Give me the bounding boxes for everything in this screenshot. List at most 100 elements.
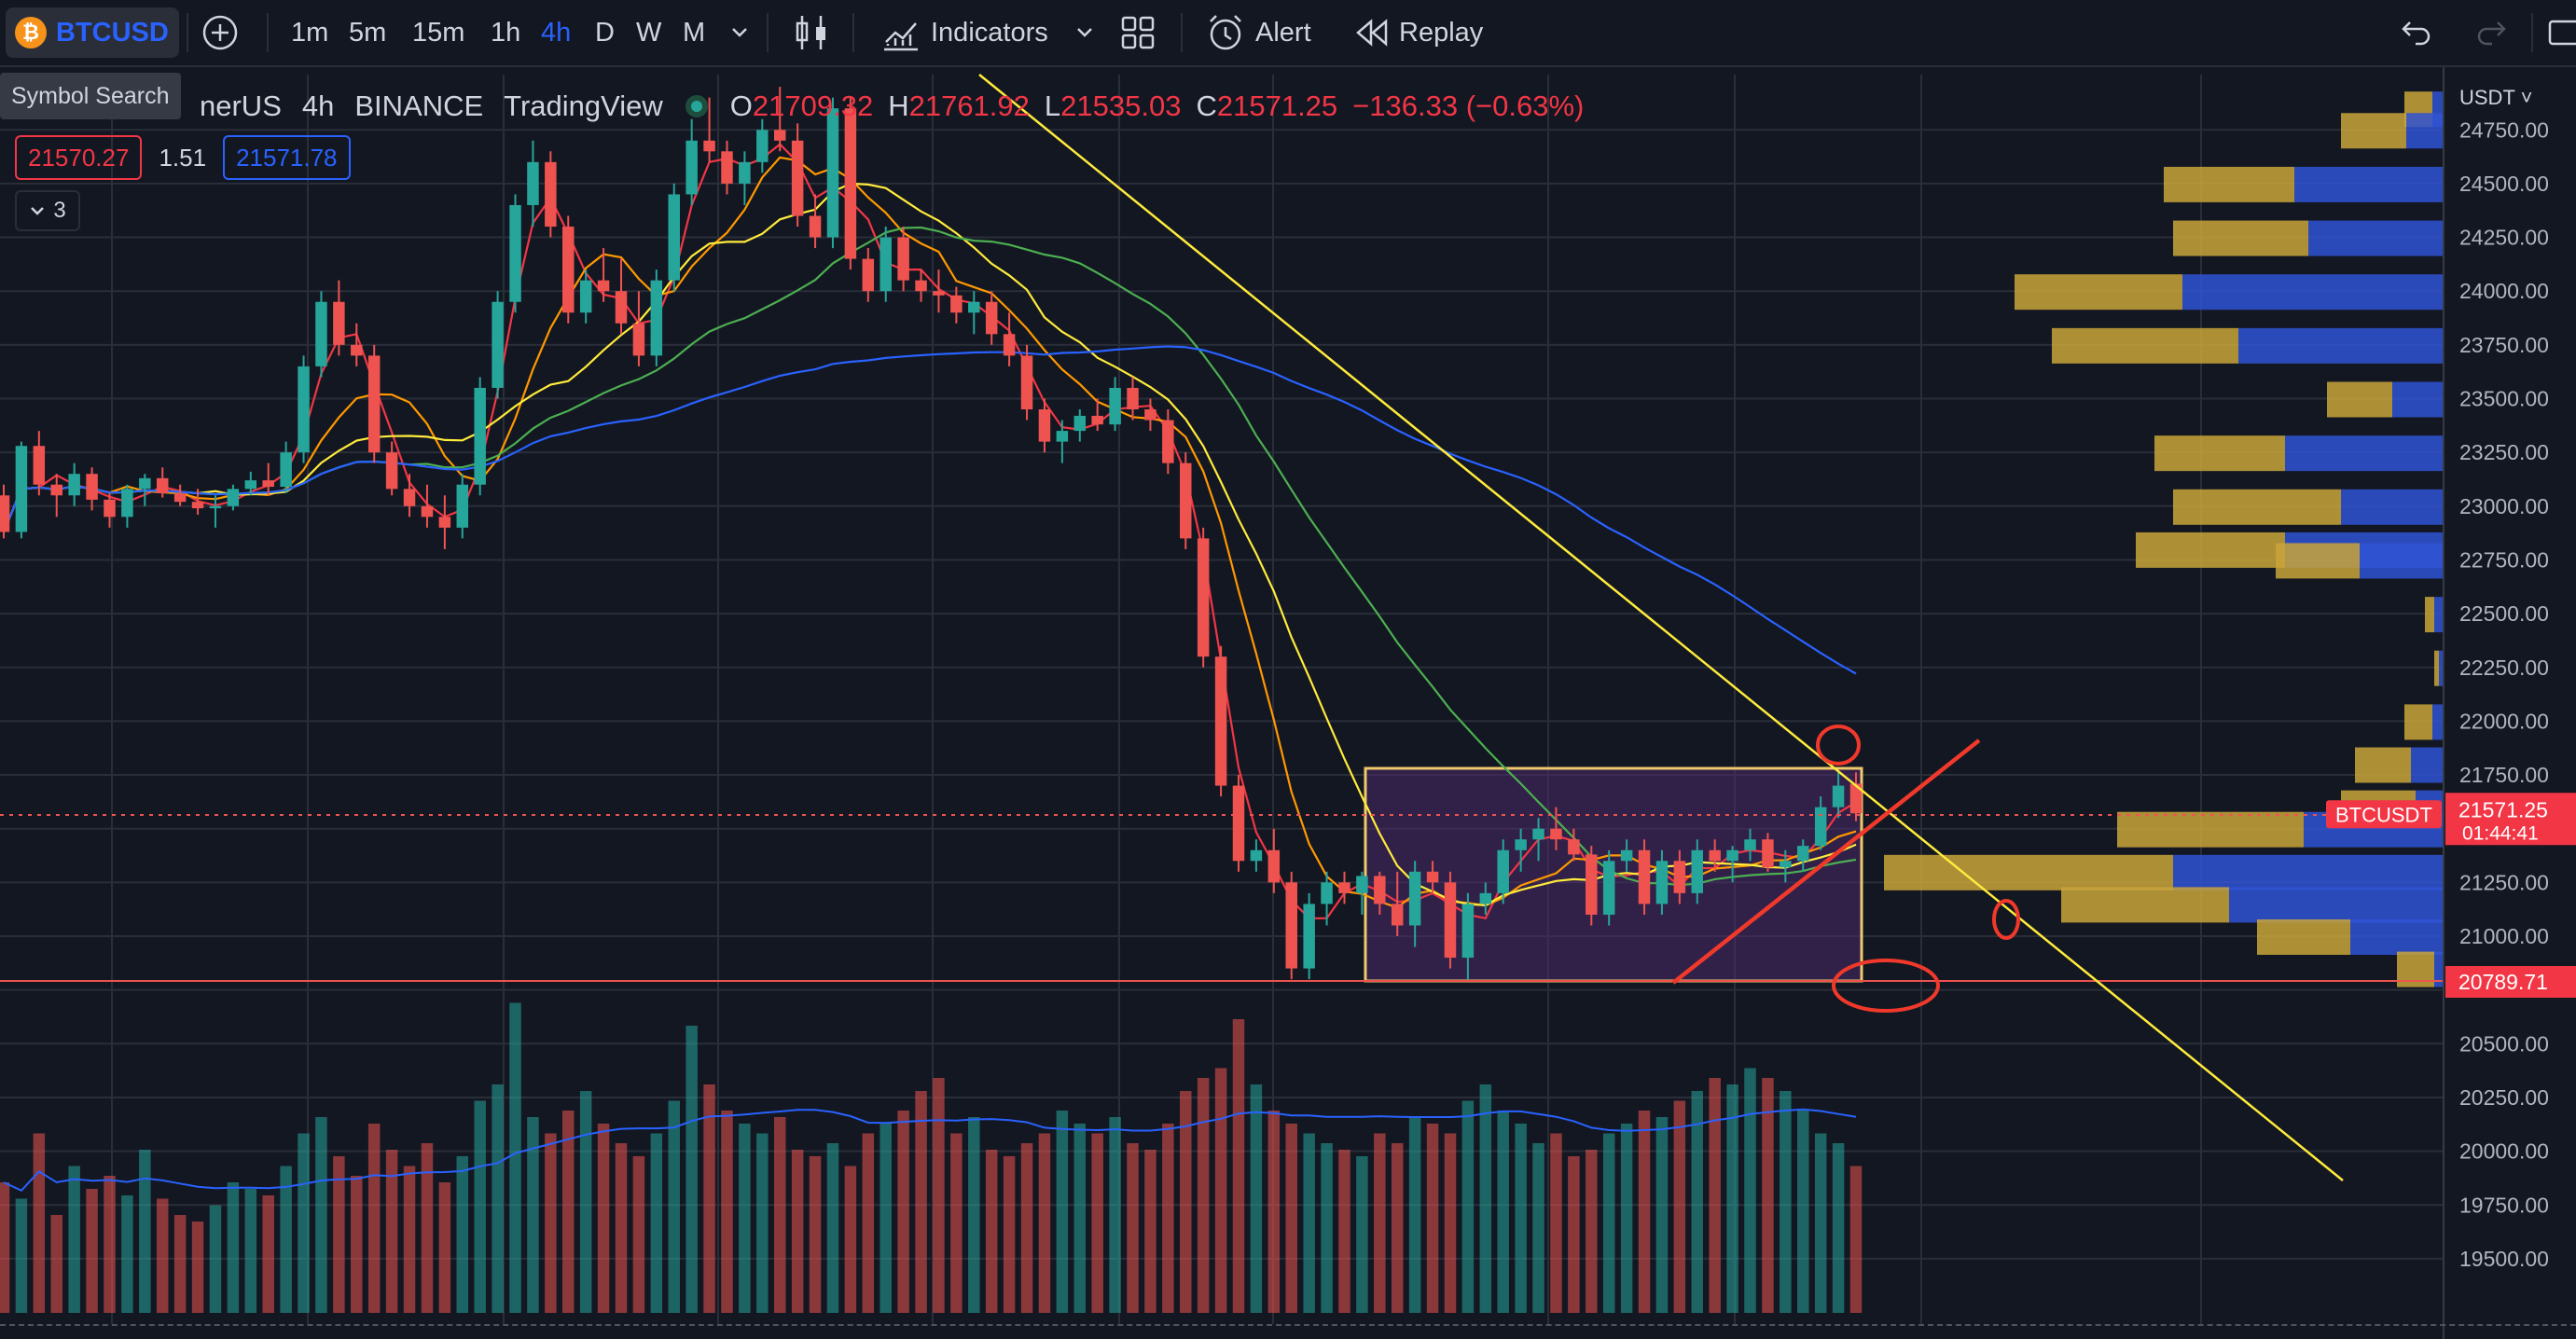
volume-bar xyxy=(1056,1111,1069,1313)
candle-body xyxy=(403,489,416,506)
candle-body xyxy=(86,474,98,500)
volume-bar xyxy=(897,1111,909,1313)
volume-bar xyxy=(1250,1084,1263,1313)
candle-body xyxy=(527,161,539,205)
interval-5m[interactable]: 5m xyxy=(349,17,387,48)
price-tick-label: 22250.00 xyxy=(2459,656,2549,680)
volume-bar xyxy=(1426,1124,1439,1313)
replay-button[interactable]: Replay xyxy=(1352,0,1483,65)
candle-body xyxy=(879,237,892,292)
spread-value: 1.51 xyxy=(159,143,207,172)
candle-body xyxy=(721,151,733,184)
volume-profile-blue xyxy=(2350,919,2444,955)
price-chart[interactable]: USDT ˅ 24750.00 24500.00 24250.00 24000.00 23… xyxy=(0,67,2576,1339)
volume-bar xyxy=(1338,1150,1350,1313)
price-tick-label: 24500.00 xyxy=(2459,172,2549,196)
price-tick-label: 22000.00 xyxy=(2459,709,2549,733)
volume-profile-blue xyxy=(2294,166,2444,202)
price-axis: USDT ˅ 24750.00 24500.00 24250.00 24000.00 23… xyxy=(2326,67,2576,1339)
price-tick-label: 19500.00 xyxy=(2459,1247,2549,1271)
volume-bar xyxy=(650,1133,663,1313)
volume-profile-blue xyxy=(2434,597,2444,633)
symbol-search-button[interactable]: ₿ BTCUSD xyxy=(6,7,179,58)
volume-profile-gold xyxy=(2052,327,2238,364)
volume-bar xyxy=(191,1222,204,1313)
volume-bar xyxy=(315,1117,327,1313)
buy-price-button[interactable]: 21571.78 xyxy=(223,135,351,180)
candle-body xyxy=(68,474,80,496)
sell-price-button[interactable]: 21570.27 xyxy=(15,135,143,180)
candle-body xyxy=(1586,854,1598,915)
price-axis-bg xyxy=(2444,67,2576,1339)
volume-bar xyxy=(597,1124,610,1313)
bid-ask-row: 21570.27 1.51 21571.78 xyxy=(15,134,351,181)
redo-icon[interactable] xyxy=(2473,0,2511,65)
moving-averages xyxy=(2,143,1857,920)
candle-body xyxy=(50,484,62,496)
chevron-down-icon[interactable] xyxy=(727,0,752,65)
undo-icon[interactable] xyxy=(2397,0,2434,65)
volume-bar xyxy=(545,1133,557,1313)
market-status-icon xyxy=(684,93,710,119)
volume-bar xyxy=(86,1189,98,1313)
moving-average-blue xyxy=(2,345,1857,675)
candle-body xyxy=(315,301,327,366)
volume-profile-blue xyxy=(2285,435,2444,472)
interval-1m[interactable]: 1m xyxy=(291,17,329,48)
countdown-label: 01:44:41 xyxy=(2462,822,2539,844)
candles-icon[interactable] xyxy=(793,0,830,65)
interval-week[interactable]: W xyxy=(636,17,662,48)
candle-body xyxy=(1356,876,1368,893)
chevron-down-icon[interactable] xyxy=(1073,0,1097,65)
layout-icon[interactable] xyxy=(1119,0,1156,65)
candle-body xyxy=(826,108,839,238)
candle-body xyxy=(1144,409,1156,421)
volume-bar xyxy=(474,1100,486,1313)
line-price-label: 20789.71 xyxy=(2458,970,2548,994)
volume-bar xyxy=(1814,1133,1827,1313)
volume-bar xyxy=(1655,1117,1669,1313)
volume-bar xyxy=(227,1182,240,1313)
indicators-icon xyxy=(884,22,918,51)
volume-bar xyxy=(280,1166,292,1313)
volume-bar xyxy=(721,1111,733,1313)
candle-body xyxy=(756,130,769,162)
add-symbol-icon[interactable] xyxy=(200,0,241,65)
toolbar-divider xyxy=(1181,13,1183,52)
candle-body xyxy=(1797,846,1809,862)
candle-body xyxy=(492,301,504,388)
alert-button[interactable]: Alert xyxy=(1205,0,1311,65)
volume-profile-gold xyxy=(2434,650,2439,686)
fullscreen-icon[interactable] xyxy=(2546,0,2576,65)
candle-body xyxy=(1849,783,1863,814)
volume-bar xyxy=(968,1117,980,1313)
candle-body xyxy=(1780,861,1792,868)
close-value: 21571.25 xyxy=(1216,90,1338,122)
candle-body xyxy=(1762,839,1774,868)
volume-bar xyxy=(1003,1156,1016,1313)
change-value: −136.33 (−0.63%) xyxy=(1352,90,1585,122)
volume-profile-gold xyxy=(2404,704,2432,740)
interval-4h[interactable]: 4h xyxy=(541,17,572,48)
volume-bar xyxy=(1303,1133,1315,1313)
interval-1h[interactable]: 1h xyxy=(491,17,521,48)
replay-icon xyxy=(1356,19,1388,47)
volume-bar xyxy=(632,1156,645,1313)
candle-body xyxy=(809,215,822,238)
volume-profile-gold xyxy=(1884,854,2173,890)
candle-body xyxy=(1655,861,1669,904)
volume-bar xyxy=(809,1156,822,1313)
pane-separator xyxy=(0,1324,2576,1326)
indicators-button[interactable]: Indicators xyxy=(880,0,1048,65)
candle-body xyxy=(333,301,345,345)
interval-15m[interactable]: 15m xyxy=(412,17,465,48)
interval-day[interactable]: D xyxy=(595,17,615,48)
candle-body xyxy=(1056,431,1069,442)
volume-bar xyxy=(1408,1117,1421,1313)
volume-bar xyxy=(1444,1133,1457,1313)
volume-bar xyxy=(1479,1084,1492,1313)
indicators-collapse-button[interactable]: 3 xyxy=(15,190,80,231)
interval-month[interactable]: M xyxy=(683,17,706,48)
candle-body xyxy=(1726,849,1738,862)
volume-bar xyxy=(1797,1111,1809,1313)
